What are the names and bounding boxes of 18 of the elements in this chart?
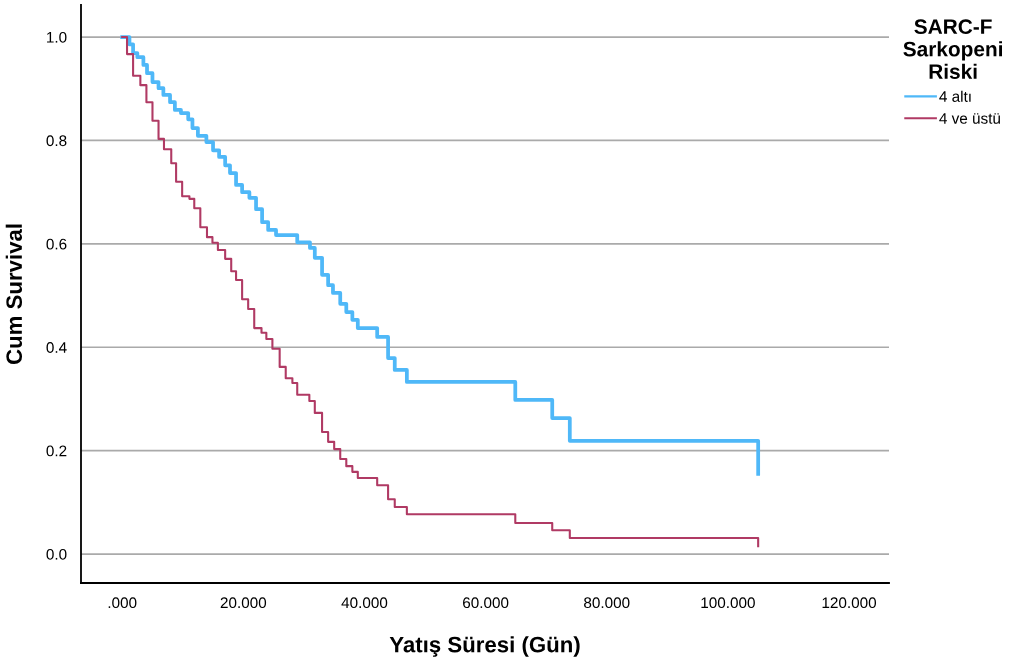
y-tick-label: 0.6 <box>46 238 67 250</box>
legend-label: 4 altı <box>939 90 971 102</box>
y-tick-label: 0.8 <box>46 135 67 147</box>
x-tick-label: 100.000 <box>701 597 755 609</box>
y-tick-label: 1.0 <box>47 31 67 43</box>
x-tick-label: 60.000 <box>463 597 509 609</box>
x-tick-label: 40.000 <box>341 597 388 609</box>
x-tick-label: 120.000 <box>822 597 877 609</box>
x-tick-label: 80.000 <box>584 597 630 609</box>
y-tick-label: 0.0 <box>46 548 67 560</box>
legend-label: 4 ve üstü <box>939 113 1000 124</box>
x-tick-label: .000 <box>108 597 137 609</box>
legend-title: SARC-F Sarkopeni Riski <box>903 19 1002 79</box>
x-axis-title: Yatış Süresi (Gün) <box>389 636 580 657</box>
y-axis-title: Cum Survival <box>5 224 23 365</box>
x-tick-label: 20.000 <box>220 597 267 609</box>
y-tick-label: 0.2 <box>46 445 67 457</box>
y-tick-label: 0.4 <box>46 342 67 353</box>
